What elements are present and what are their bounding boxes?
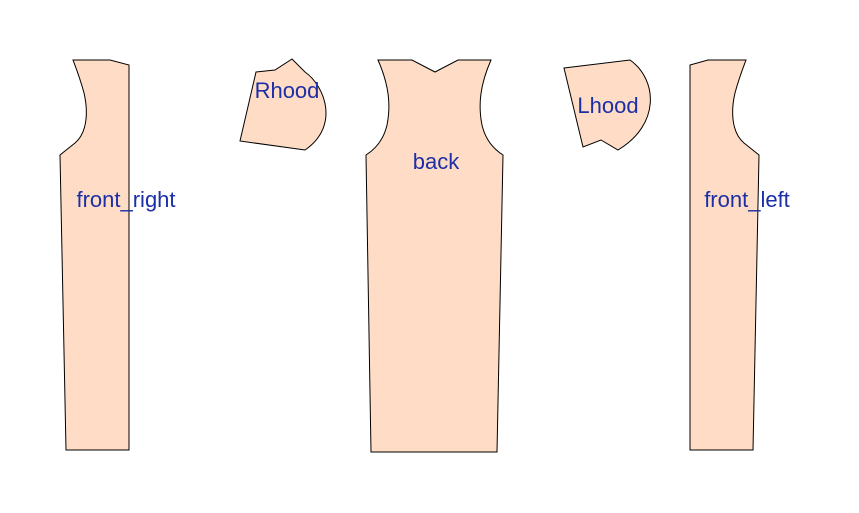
piece-rhood-shape xyxy=(239,58,327,151)
piece-rhood: Rhood xyxy=(239,58,327,151)
piece-front-left: front_left xyxy=(689,59,790,451)
piece-back: back xyxy=(365,59,504,453)
piece-front-right-shape xyxy=(59,59,130,451)
piece-lhood: Lhood xyxy=(563,59,651,151)
piece-front-right: front_right xyxy=(59,59,176,451)
piece-front-left-shape xyxy=(689,59,760,451)
piece-lhood-label: Lhood xyxy=(577,93,638,118)
piece-front-right-label: front_right xyxy=(76,187,175,212)
piece-back-shape xyxy=(365,59,504,453)
piece-back-label: back xyxy=(413,149,460,174)
piece-front-left-label: front_left xyxy=(704,187,790,212)
piece-rhood-label: Rhood xyxy=(255,78,320,103)
piece-lhood-shape xyxy=(563,59,651,151)
